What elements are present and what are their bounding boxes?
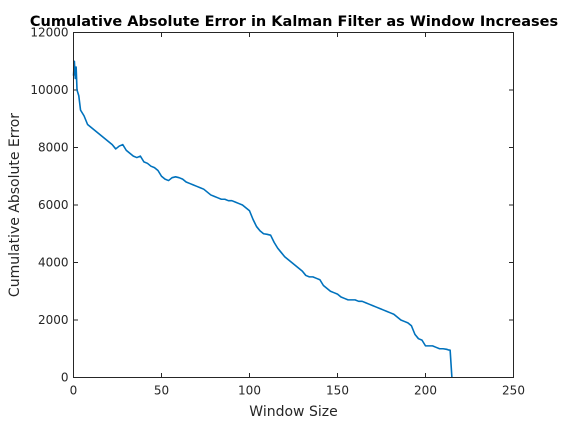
chart-title: Cumulative Absolute Error in Kalman Filt… (30, 14, 558, 30)
y-tick-label: 10000 (30, 83, 68, 97)
x-axis-label: Window Size (249, 404, 337, 420)
x-tick-label: 50 (154, 384, 169, 398)
y-tick-label: 4000 (38, 256, 69, 270)
y-tick-label: 6000 (38, 198, 69, 212)
y-tick-label: 0 (61, 371, 69, 385)
series-line (72, 60, 453, 378)
x-tick-label: 0 (70, 384, 78, 398)
y-tick-label: 8000 (38, 141, 69, 155)
y-tick-label: 2000 (38, 313, 69, 327)
x-tick-label: 100 (238, 384, 261, 398)
axes-box (73, 32, 514, 378)
y-tick-label: 12000 (30, 26, 68, 40)
tick-layer: 0 50 100 150 200 250 0 2000 4000 6000 8000 10000 120… (30, 26, 525, 398)
y-axis-label: Cumulative Absolute Error (7, 113, 23, 297)
x-tick-label: 250 (502, 384, 525, 398)
x-tick-label: 200 (414, 384, 437, 398)
series-layer (72, 60, 453, 378)
x-tick-label: 150 (326, 384, 349, 398)
